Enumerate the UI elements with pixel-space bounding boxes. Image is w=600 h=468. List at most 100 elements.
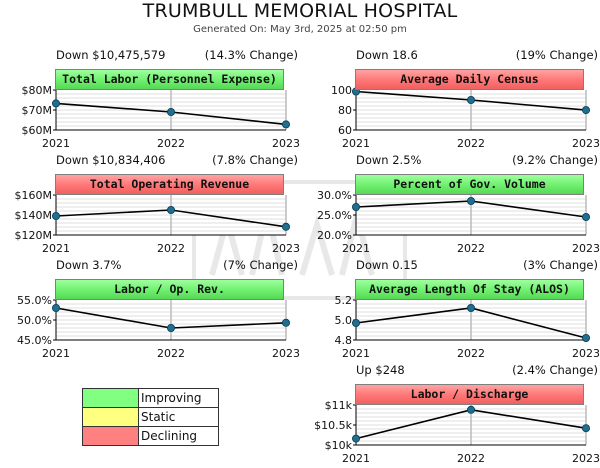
data-point bbox=[581, 424, 590, 433]
y-tick-label: $60M bbox=[22, 124, 53, 137]
change-amount: Down 3.7% bbox=[56, 258, 122, 272]
x-tick-label: 2023 bbox=[272, 242, 300, 255]
chart-plot: $120M $140M $160M 2021 2022 2023 bbox=[15, 189, 301, 255]
change-percent: (7.8% Change) bbox=[212, 153, 298, 167]
data-point bbox=[581, 106, 590, 115]
y-tick-label: $160M bbox=[15, 189, 53, 202]
chart-title: Average Daily Census bbox=[355, 69, 584, 90]
data-point bbox=[52, 304, 60, 313]
data-point bbox=[467, 96, 476, 105]
y-tick-label: 60 bbox=[338, 124, 352, 137]
chart-panel-labor-discharge: Up $248 (2.4% Change) $10k $10.5k $11k 2021 20… bbox=[314, 363, 600, 468]
x-tick-label: 2022 bbox=[457, 242, 485, 255]
chart-title: Percent of Gov. Volume bbox=[355, 174, 584, 195]
x-tick-label: 2021 bbox=[342, 242, 370, 255]
page-title: TRUMBULL MEMORIAL HOSPITAL bbox=[142, 0, 458, 22]
legend-swatch-declining bbox=[83, 427, 139, 445]
data-point bbox=[352, 434, 360, 443]
y-tick-label: 5.0 bbox=[335, 314, 353, 327]
y-tick-label: 50.0% bbox=[17, 314, 52, 327]
y-tick-label: $70M bbox=[22, 104, 53, 117]
x-tick-label: 2022 bbox=[157, 242, 185, 255]
y-tick-label: $10.5k bbox=[314, 419, 352, 432]
data-point bbox=[52, 99, 60, 108]
y-tick-label: 80 bbox=[338, 104, 352, 117]
y-tick-label: $140M bbox=[15, 209, 53, 222]
y-tick-label: 100 bbox=[331, 84, 352, 97]
chart-panel-average-length-of-stay-alos: Down 0.15 (3% Change) 4.8 5.0 5.2 2021 2022 202… bbox=[335, 258, 600, 363]
x-tick-label: 2022 bbox=[457, 347, 485, 360]
chart-plot: 20.0% 25.0% 30.0% 2021 2022 2023 bbox=[317, 189, 600, 255]
data-point bbox=[281, 120, 290, 129]
legend-label-declining: Declining bbox=[141, 429, 198, 443]
legend-label-static: Static bbox=[141, 410, 176, 424]
change-percent: (3% Change) bbox=[523, 258, 598, 272]
data-point bbox=[281, 318, 290, 327]
x-tick-label: 2023 bbox=[572, 452, 600, 465]
chart-panel-total-labor-personnel-expense: Down $10,475,579 (14.3% Change) $60M $70M $8… bbox=[22, 48, 303, 153]
change-percent: (2.4% Change) bbox=[512, 363, 598, 377]
chart-title: Total Operating Revenue bbox=[55, 174, 284, 195]
data-point bbox=[581, 334, 590, 343]
x-tick-label: 2021 bbox=[42, 137, 70, 150]
y-tick-label: 55.0% bbox=[17, 294, 52, 307]
chart-panel-average-daily-census: Down 18.6 (19% Change) 60 80 100 2021 2022 2023… bbox=[331, 48, 600, 153]
change-percent: (14.3% Change) bbox=[204, 48, 298, 62]
chart-title: Average Length Of Stay (ALOS) bbox=[355, 279, 584, 300]
y-tick-label: $80M bbox=[22, 84, 53, 97]
x-tick-label: 2023 bbox=[272, 347, 300, 360]
y-tick-label: $11k bbox=[325, 399, 353, 412]
change-percent: (7% Change) bbox=[223, 258, 298, 272]
y-tick-label: 45.0% bbox=[17, 334, 52, 347]
y-tick-label: 4.8 bbox=[335, 334, 353, 347]
change-percent: (19% Change) bbox=[515, 48, 598, 62]
x-tick-label: 2023 bbox=[572, 242, 600, 255]
x-tick-label: 2022 bbox=[157, 347, 185, 360]
change-amount: Down 18.6 bbox=[356, 48, 418, 62]
chart-title: Total Labor (Personnel Expense) bbox=[55, 69, 284, 90]
legend-label-improving: Improving bbox=[141, 391, 202, 405]
y-tick-label: $10k bbox=[325, 439, 353, 452]
data-point bbox=[281, 222, 290, 231]
data-point bbox=[352, 319, 360, 328]
x-tick-label: 2021 bbox=[42, 347, 70, 360]
x-tick-label: 2022 bbox=[457, 137, 485, 150]
data-point bbox=[52, 212, 60, 221]
y-tick-label: 25.0% bbox=[317, 209, 352, 222]
generated-timestamp: Generated On: May 3rd, 2025 at 02:50 pm bbox=[193, 24, 407, 35]
change-percent: (9.2% Change) bbox=[512, 153, 598, 167]
data-point bbox=[352, 203, 360, 212]
chart-plot: 4.8 5.0 5.2 2021 2022 2023 bbox=[335, 294, 600, 360]
legend-item-static: Static bbox=[83, 408, 218, 427]
chart-plot: 45.0% 50.0% 55.0% 2021 2022 2023 bbox=[17, 294, 300, 360]
change-amount: Down $10,475,579 bbox=[56, 48, 166, 62]
chart-title: Labor / Discharge bbox=[355, 384, 584, 405]
x-tick-label: 2021 bbox=[342, 347, 370, 360]
chart-plot: $60M $70M $80M 2021 2022 2023 bbox=[22, 84, 301, 150]
chart-panel-labor-op-rev: Down 3.7% (7% Change) 45.0% 50.0% 55.0% 2021 2… bbox=[17, 258, 303, 363]
x-tick-label: 2022 bbox=[157, 137, 185, 150]
data-point bbox=[167, 324, 176, 333]
legend-item-declining: Declining bbox=[83, 427, 218, 445]
change-amount: Up $248 bbox=[356, 363, 405, 377]
change-amount: Down 0.15 bbox=[356, 258, 418, 272]
legend-swatch-improving bbox=[83, 389, 139, 407]
data-point bbox=[167, 206, 176, 215]
y-tick-label: 20.0% bbox=[317, 229, 352, 242]
chart-panel-total-operating-revenue: Down $10,834,406 (7.8% Change) $120M $140M $… bbox=[15, 153, 303, 258]
chart-panel-percent-of-gov-volume: Down 2.5% (9.2% Change) 20.0% 25.0% 30.0% 202… bbox=[317, 153, 600, 258]
legend: Improving Static Declining bbox=[82, 388, 219, 446]
x-tick-label: 2023 bbox=[272, 137, 300, 150]
x-tick-label: 2022 bbox=[457, 452, 485, 465]
data-point bbox=[167, 108, 176, 117]
change-amount: Down 2.5% bbox=[356, 153, 422, 167]
x-tick-label: 2021 bbox=[342, 137, 370, 150]
data-point bbox=[467, 304, 476, 313]
y-tick-label: 5.2 bbox=[335, 294, 353, 307]
data-point bbox=[581, 213, 590, 222]
x-tick-label: 2021 bbox=[342, 452, 370, 465]
y-tick-label: $120M bbox=[15, 229, 53, 242]
data-point bbox=[467, 405, 476, 414]
x-tick-label: 2021 bbox=[42, 242, 70, 255]
